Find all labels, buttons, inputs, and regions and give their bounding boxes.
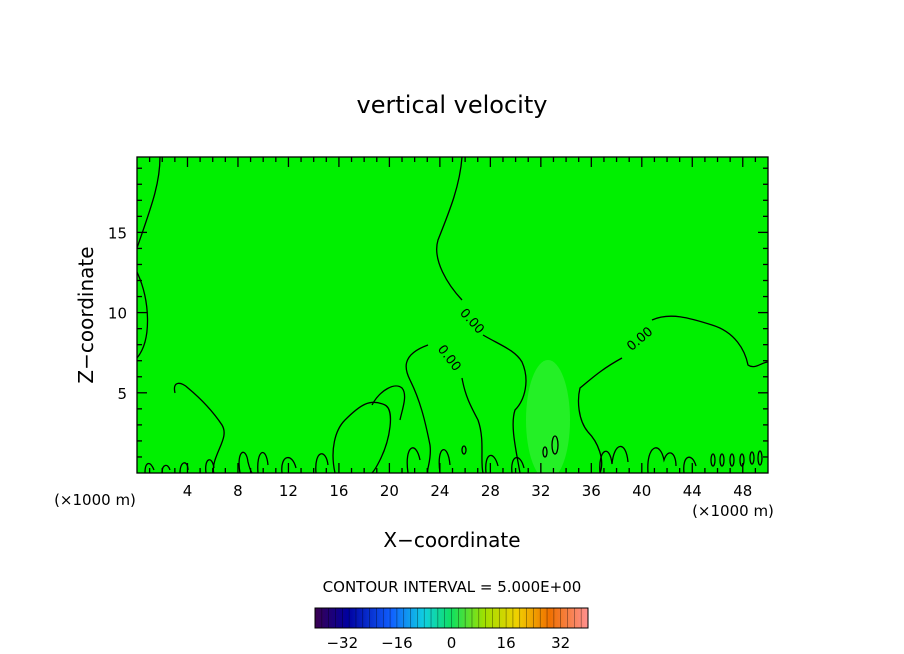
contour-interval-label: CONTOUR INTERVAL = 5.000E+00: [323, 578, 582, 596]
contour-line: [482, 334, 527, 473]
y-tick-label: 5: [117, 385, 127, 403]
contour-line: [739, 453, 745, 467]
x-unit-right: (×1000 m): [692, 502, 774, 520]
contour-line: [542, 446, 548, 458]
updraft-shading: [526, 360, 570, 473]
contour-line: [332, 401, 392, 473]
x-tick-label: 36: [582, 482, 601, 500]
contour-line: [406, 447, 421, 473]
x-tick-label: 8: [233, 482, 243, 500]
y-axis-label: Z−coordinate: [74, 246, 98, 383]
x-tick-label: 16: [329, 482, 348, 500]
x-unit-left: (×1000 m): [54, 491, 136, 509]
x-tick-label: 20: [380, 482, 399, 500]
contour-line: [205, 459, 215, 473]
y-tick-labels: 5 10 15: [108, 224, 127, 402]
x-tick-label: 44: [683, 482, 702, 500]
x-tick-label: 32: [531, 482, 550, 500]
contour-line: [710, 453, 716, 467]
contour-line: [757, 450, 763, 466]
x-tick-labels: 4 8 12 16 20 24 28 32 36 40 44 48: [183, 482, 753, 500]
contour-line: [719, 453, 725, 467]
contour-line: [749, 451, 755, 465]
contour-line: [511, 457, 525, 473]
velocity-field: [137, 157, 768, 473]
contour-line: [405, 344, 432, 473]
colorbar-tick-label: 16: [497, 634, 516, 652]
colorbar-tick-label: 0: [447, 634, 457, 652]
contour-line: [144, 462, 155, 473]
contour-line: [461, 377, 484, 473]
y-tick-label: 15: [108, 224, 127, 242]
colorbar-tick-label: 32: [551, 634, 570, 652]
contour-line: [651, 315, 768, 368]
contour-line: [281, 457, 297, 473]
x-tick-label: 24: [430, 482, 449, 500]
colorbar-tick-label: −16: [381, 634, 413, 652]
contour-line: [238, 451, 253, 473]
contour-line: [683, 456, 697, 473]
colorbar-tick-label: −32: [326, 634, 358, 652]
contour-line: [371, 385, 406, 421]
contour-line: [551, 435, 559, 455]
colorbar-tick-labels: −32 −16 0 16 32: [326, 634, 570, 652]
contour-line: [315, 453, 329, 473]
y-tick-label: 10: [108, 305, 127, 323]
x-tick-label: 4: [183, 482, 193, 500]
contour-line: [436, 157, 463, 301]
axis-ticks: [137, 157, 768, 473]
contour-line: [461, 445, 467, 455]
x-tick-label: 48: [733, 482, 752, 500]
chart-title: vertical velocity: [357, 91, 548, 119]
colorbar-stripes: [321, 608, 582, 628]
x-axis-label: X−coordinate: [383, 528, 520, 552]
contour-line: [137, 157, 161, 249]
contour-line: [577, 357, 623, 473]
contour-line: [599, 445, 629, 473]
contour-line: [257, 452, 269, 473]
contour-line: [729, 453, 735, 467]
contour-line: [647, 447, 677, 473]
x-tick-label: 40: [632, 482, 651, 500]
contour-line: [485, 454, 499, 473]
x-tick-label: 28: [481, 482, 500, 500]
x-tick-label: 12: [279, 482, 298, 500]
